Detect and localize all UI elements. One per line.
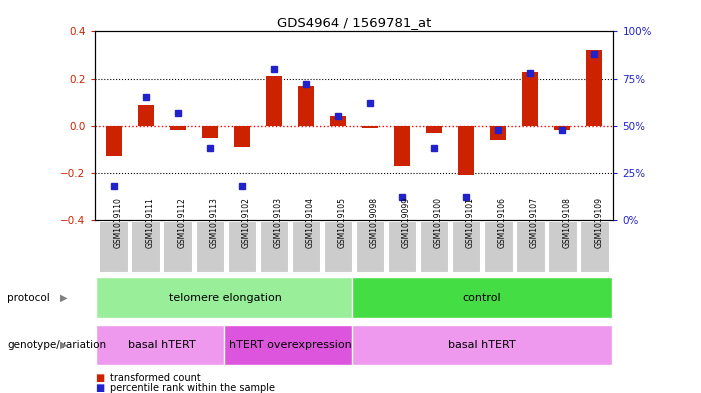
Bar [522,72,538,126]
Text: GSM1019107: GSM1019107 [530,197,539,248]
Text: GSM1019111: GSM1019111 [146,197,155,248]
Text: genotype/variation: genotype/variation [7,340,106,350]
FancyBboxPatch shape [100,221,128,272]
Text: GSM1019109: GSM1019109 [594,197,603,248]
Text: GSM1019101: GSM1019101 [466,197,475,248]
FancyBboxPatch shape [580,221,608,272]
FancyBboxPatch shape [451,221,480,272]
Text: basal hTERT: basal hTERT [128,340,196,350]
Bar [394,126,410,166]
FancyBboxPatch shape [516,221,545,272]
Text: GSM1019104: GSM1019104 [306,197,315,248]
FancyBboxPatch shape [353,277,612,318]
Bar [298,86,314,126]
Text: ▶: ▶ [60,340,67,350]
FancyBboxPatch shape [484,221,512,272]
Text: GSM1019102: GSM1019102 [242,197,251,248]
Text: GSM1019108: GSM1019108 [562,197,571,248]
Text: control: control [463,293,501,303]
Bar [234,126,250,147]
Bar [458,126,474,175]
Bar [170,126,186,130]
Text: GSM1019106: GSM1019106 [498,197,507,248]
Text: ▶: ▶ [60,293,67,303]
Bar [586,50,602,126]
Bar [202,126,218,138]
FancyBboxPatch shape [96,277,355,318]
Text: GSM1019113: GSM1019113 [210,197,219,248]
FancyBboxPatch shape [196,221,224,272]
FancyBboxPatch shape [547,221,576,272]
Text: GSM1019112: GSM1019112 [178,197,187,248]
Title: GDS4964 / 1569781_at: GDS4964 / 1569781_at [277,16,431,29]
Bar [362,126,378,128]
FancyBboxPatch shape [224,325,355,365]
Bar [266,76,282,126]
FancyBboxPatch shape [292,221,320,272]
Text: ■: ■ [95,373,104,383]
FancyBboxPatch shape [259,221,288,272]
Text: GSM1019100: GSM1019100 [434,197,443,248]
Text: transformed count: transformed count [110,373,200,383]
Text: GSM1019110: GSM1019110 [114,197,123,248]
Text: GSM1019099: GSM1019099 [402,196,411,248]
FancyBboxPatch shape [324,221,353,272]
Text: basal hTERT: basal hTERT [448,340,516,350]
Bar [490,126,506,140]
FancyBboxPatch shape [163,221,192,272]
FancyBboxPatch shape [420,221,449,272]
FancyBboxPatch shape [355,221,384,272]
FancyBboxPatch shape [96,325,228,365]
Text: GSM1019098: GSM1019098 [370,197,379,248]
Text: telomere elongation: telomere elongation [170,293,283,303]
Text: protocol: protocol [7,293,50,303]
Bar [330,116,346,126]
Text: hTERT overexpression: hTERT overexpression [229,340,351,350]
FancyBboxPatch shape [132,221,161,272]
Text: GSM1019103: GSM1019103 [274,197,283,248]
FancyBboxPatch shape [388,221,416,272]
FancyBboxPatch shape [353,325,612,365]
Bar [426,126,442,133]
Bar [554,126,570,130]
Text: percentile rank within the sample: percentile rank within the sample [110,383,275,393]
Bar [106,126,122,156]
FancyBboxPatch shape [228,221,257,272]
Text: ■: ■ [95,383,104,393]
Text: GSM1019105: GSM1019105 [338,197,347,248]
Bar [138,105,154,126]
